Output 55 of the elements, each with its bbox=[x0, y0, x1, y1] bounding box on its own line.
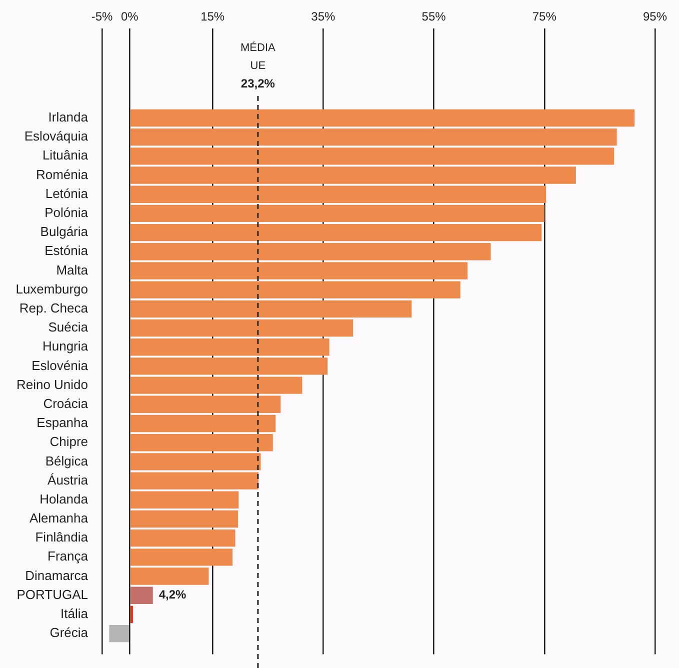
data-label: 4,2% bbox=[158, 588, 187, 602]
x2-tick-label: 0% bbox=[120, 10, 139, 24]
y-tick-label: Estónia bbox=[44, 243, 89, 258]
y-tick-label: Roménia bbox=[36, 166, 89, 182]
y-tick-label: Alemanha bbox=[29, 510, 89, 526]
y-tick-label: Croácia bbox=[43, 396, 89, 411]
bar bbox=[130, 128, 617, 146]
x2-tick-label: 55% bbox=[422, 10, 446, 24]
x2-tick-label: 15% bbox=[200, 10, 225, 24]
y-tick-label: Itália bbox=[60, 606, 89, 622]
y-tick-label: Rep. Checa bbox=[19, 300, 89, 316]
y-tick-label: Polónia bbox=[44, 205, 89, 220]
bar bbox=[130, 434, 273, 452]
bar bbox=[130, 319, 354, 337]
y-tick-label: Áustria bbox=[48, 472, 89, 488]
y-tick-label: Suécia bbox=[48, 320, 89, 335]
bar bbox=[130, 586, 153, 604]
bar bbox=[130, 186, 546, 203]
y-tick-label: Letónia bbox=[45, 186, 89, 201]
y-tick-label: Lituânia bbox=[42, 148, 89, 163]
y-tick-label: Malta bbox=[56, 262, 89, 278]
y-tick-label: Eslováquia bbox=[24, 128, 89, 144]
y-tick-label: Finlândia bbox=[35, 530, 89, 545]
y-tick-label: Reino Unido bbox=[16, 376, 88, 392]
bar bbox=[130, 338, 330, 356]
x2-tick-label: 95% bbox=[642, 10, 668, 24]
y-tick-label: Luxemburgo bbox=[16, 281, 88, 296]
bar bbox=[130, 606, 133, 624]
bar bbox=[130, 243, 491, 260]
bar bbox=[130, 300, 412, 318]
y-tick-label: Bulgária bbox=[40, 224, 89, 240]
ref-line-label: MÉDIA UE 23,2% bbox=[240, 41, 276, 90]
bar bbox=[130, 414, 276, 432]
y-tick-label: Bélgica bbox=[45, 453, 89, 468]
bar bbox=[130, 224, 542, 242]
y-tick-label: Hungria bbox=[42, 338, 89, 354]
x2-tick-label: 35% bbox=[311, 10, 336, 24]
bar bbox=[109, 624, 129, 642]
bar bbox=[130, 396, 281, 413]
bar bbox=[130, 491, 239, 508]
bar bbox=[130, 204, 544, 222]
bar bbox=[130, 510, 238, 528]
x2-tick-label: -5% bbox=[91, 10, 113, 24]
y-tick-label: Espanha bbox=[36, 415, 89, 430]
y-tick-label: Chipre bbox=[50, 434, 88, 450]
y-tick-label: Grécia bbox=[50, 625, 89, 640]
y-tick-label: França bbox=[48, 548, 89, 564]
y-tick-label: Eslovénia bbox=[32, 358, 89, 373]
y-tick-label: Holanda bbox=[40, 491, 89, 506]
bar bbox=[130, 529, 236, 547]
bar bbox=[130, 109, 635, 127]
y-tick-label: Irlanda bbox=[48, 110, 89, 125]
x2-tick-label: 75% bbox=[532, 10, 557, 24]
y-tick-label: PORTUGAL bbox=[16, 586, 88, 602]
y-tick-label: Dinamarca bbox=[25, 568, 89, 583]
